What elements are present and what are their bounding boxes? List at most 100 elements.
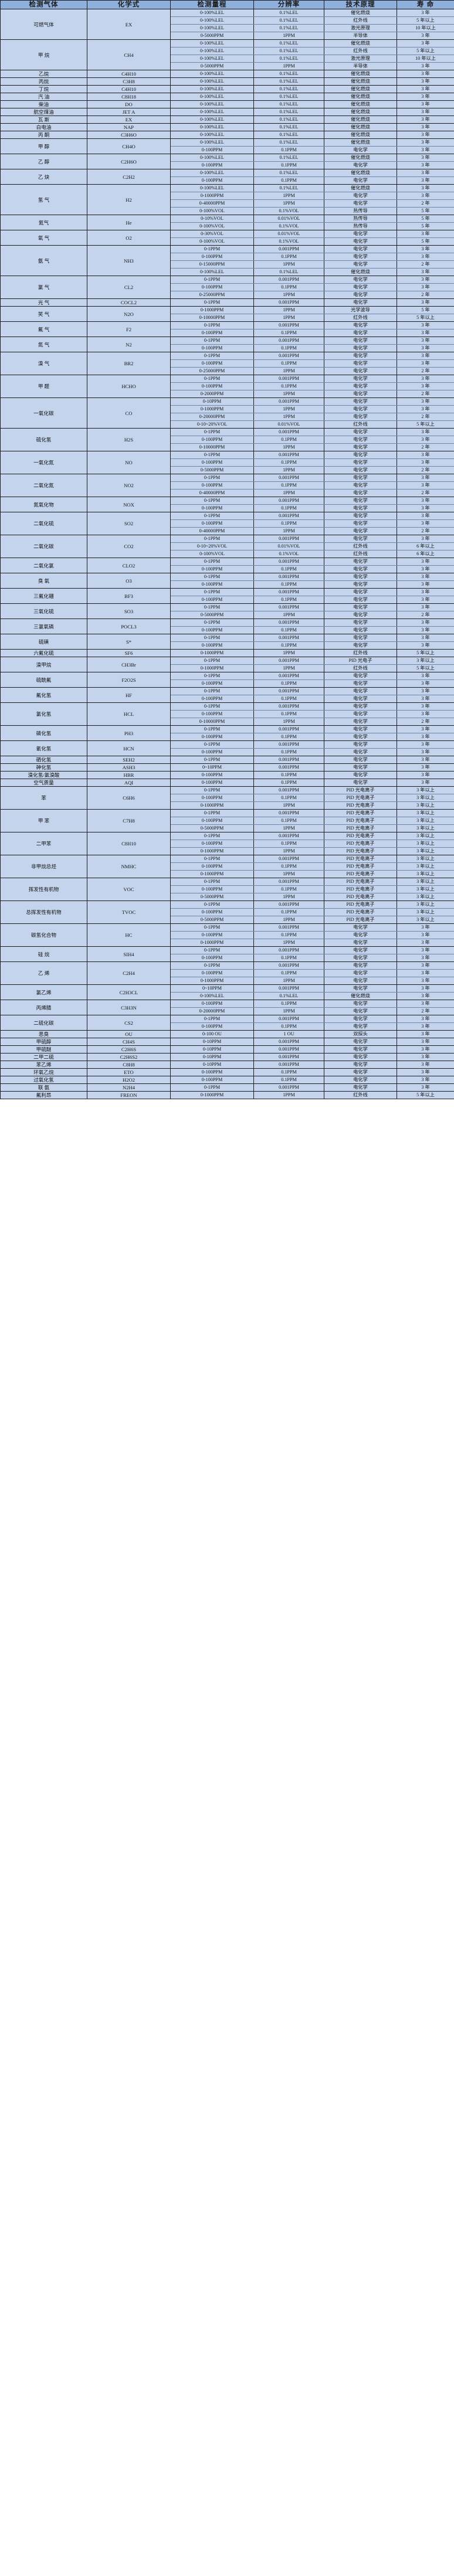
cell-technology: 红外线 <box>324 16 397 25</box>
cell-chemical-formula: O3 <box>87 573 171 589</box>
cell-resolution: 0.001PPM <box>253 428 324 436</box>
cell-resolution: 0.001PPM <box>253 1053 324 1061</box>
cell-resolution: 0.1PPM <box>253 779 324 787</box>
table-row: 硫化氢 H2S 0-1PPM 0.001PPM 电化学 3 年 <box>0 428 454 451</box>
cell-resolution: 0.1PPM <box>253 954 324 962</box>
cell-lifetime: 5 年以上 <box>397 1091 454 1099</box>
cell-technology: PID 光电离子 <box>324 840 397 848</box>
cell-chemical-formula: He <box>87 215 171 230</box>
cell-technology: 催化燃烧 <box>324 184 397 192</box>
cell-technology: 催化燃烧 <box>324 138 397 147</box>
table-row: 硅 烷 SIH4 0-1PPM 0.001PPM 电化学 3 年 <box>0 946 454 962</box>
cell-resolution: 0.1%LEL <box>253 138 324 147</box>
cell-resolution: 1PPM <box>253 664 324 672</box>
cell-resolution: 0.1%LEL <box>253 85 324 93</box>
cell-resolution: 0.1PPM <box>253 641 324 650</box>
cell-chemical-formula: BF3 <box>87 588 171 604</box>
cell-resolution: 0.1PPM <box>253 359 324 368</box>
cell-technology: 红外线 <box>324 314 397 322</box>
cell-detection-range: 0-1PPM <box>170 618 254 627</box>
cell-resolution: 0.1PPM <box>253 840 324 848</box>
cell-lifetime: 3 年以上 <box>397 847 454 855</box>
cell-gas-name: 硒化氢 <box>0 756 87 764</box>
cell-detection-range: 0-100PPM <box>170 626 254 634</box>
cell-lifetime: 3 年 <box>397 1030 454 1038</box>
cell-gas-name: 总挥发性有机物 <box>0 900 87 924</box>
cell-gas-name: 白电油 <box>0 123 87 131</box>
cell-resolution: 0.1PPM <box>253 794 324 802</box>
cell-lifetime: 3 年 <box>397 504 454 512</box>
cell-resolution: 0.1%LEL <box>253 169 324 177</box>
cell-lifetime: 3 年 <box>397 93 454 101</box>
cell-lifetime: 3 年 <box>397 969 454 977</box>
cell-gas-name: 三氧化硫 <box>0 603 87 619</box>
cell-technology: 电化学 <box>324 489 397 497</box>
cell-detection-range: 0-100%VOL <box>170 237 254 246</box>
cell-technology: 电化学 <box>324 558 397 566</box>
cell-resolution: 0.1PPM <box>253 748 324 756</box>
cell-technology: 半导体 <box>324 62 397 70</box>
cell-gas-name: 联 氨 <box>0 1083 87 1092</box>
cell-detection-range: 0-25000PPM <box>170 291 254 299</box>
table-row: 苯 C6H6 0-1PPM 0.001PPM PID 光电离子 3 年以上 <box>0 786 454 810</box>
cell-technology: PID 光电离子 <box>324 885 397 893</box>
cell-chemical-formula: HCN <box>87 740 171 756</box>
cell-resolution: 0.001PPM <box>253 1061 324 1069</box>
cell-resolution: 0.001PPM <box>253 832 324 840</box>
cell-technology: 电化学 <box>324 977 397 985</box>
table-row: 甲 苯 C7H8 0-1PPM 0.001PPM PID 光电离子 3 年以上 <box>0 809 454 832</box>
cell-detection-range: 0-10PPM <box>170 1045 254 1053</box>
table-row: 丙烷 C3H8 0-100%LEL 0.1%LEL 催化燃烧 3 年 <box>0 77 454 86</box>
cell-lifetime: 3 年以上 <box>397 916 454 924</box>
cell-gas-name: 氮氧化物 <box>0 497 87 512</box>
cell-resolution: 0.1PPM <box>253 771 324 779</box>
cell-gas-name: 空气质量 <box>0 779 87 787</box>
cell-technology: PID 光电离子 <box>324 916 397 924</box>
cell-lifetime: 3 年以上 <box>397 809 454 817</box>
cell-gas-name: 溴化氢/氯溴酸 <box>0 771 87 779</box>
cell-detection-range: 0-5000PPM <box>170 916 254 924</box>
cell-resolution: 0.001PPM <box>253 809 324 817</box>
cell-resolution: 0.001PPM <box>253 672 324 680</box>
cell-resolution: 0.1PPM <box>253 329 324 337</box>
cell-chemical-formula: F2 <box>87 321 171 337</box>
cell-technology: 催化燃烧 <box>324 154 397 162</box>
cell-lifetime: 3 年 <box>397 1015 454 1023</box>
cell-lifetime: 2 年 <box>397 199 454 208</box>
cell-detection-range: 0-1PPM <box>170 832 254 840</box>
cell-technology: 电化学 <box>324 192 397 200</box>
cell-resolution: 1PPM <box>253 32 324 40</box>
table-row: 硫酰氟 F2O2S 0-1PPM 0.001PPM 电化学 3 年 <box>0 672 454 688</box>
cell-chemical-formula: C4H10 <box>87 85 171 93</box>
cell-lifetime: 3 年 <box>397 1022 454 1031</box>
cell-lifetime: 5 年 <box>397 222 454 230</box>
cell-lifetime: 3 年 <box>397 176 454 185</box>
cell-resolution: 1PPM <box>253 977 324 985</box>
table-row: 甲 醛 HCHO 0-1PPM 0.001PPM 电化学 3 年 <box>0 375 454 398</box>
cell-gas-name: 硅 烷 <box>0 946 87 962</box>
cell-lifetime: 3 年 <box>397 375 454 383</box>
cell-technology: 电化学 <box>324 436 397 444</box>
cell-detection-range: 0-100PPM <box>170 969 254 977</box>
cell-gas-name: 三氟化硼 <box>0 588 87 604</box>
cell-technology: 电化学 <box>324 497 397 505</box>
cell-technology: 电化学 <box>324 710 397 718</box>
cell-lifetime: 3 年以上 <box>397 885 454 893</box>
cell-chemical-formula: COCL2 <box>87 298 171 307</box>
cell-lifetime: 3 年以上 <box>397 794 454 802</box>
cell-resolution: 1 OU <box>253 1030 324 1038</box>
cell-resolution: 0.001PPM <box>253 245 324 253</box>
cell-technology: PID 光电离子 <box>324 855 397 863</box>
cell-chemical-formula: HCL <box>87 702 171 726</box>
cell-gas-name: 二氧化氮 <box>0 474 87 497</box>
cell-lifetime: 3 年 <box>397 1045 454 1053</box>
cell-detection-range: 0-1PPM <box>170 245 254 253</box>
cell-detection-range: 0-100PPM <box>170 954 254 962</box>
cell-chemical-formula: SF6 <box>87 649 171 657</box>
cell-technology: 电化学 <box>324 1083 397 1092</box>
cell-chemical-formula: CH4 <box>87 39 171 70</box>
cell-technology: 电化学 <box>324 618 397 627</box>
cell-lifetime: 3 年 <box>397 283 454 291</box>
table-row: 联 氨 N2H4 0-1PPM 0.001PPM 电化学 3 年 <box>0 1083 454 1092</box>
cell-detection-range: 0-1PPM <box>170 961 254 970</box>
